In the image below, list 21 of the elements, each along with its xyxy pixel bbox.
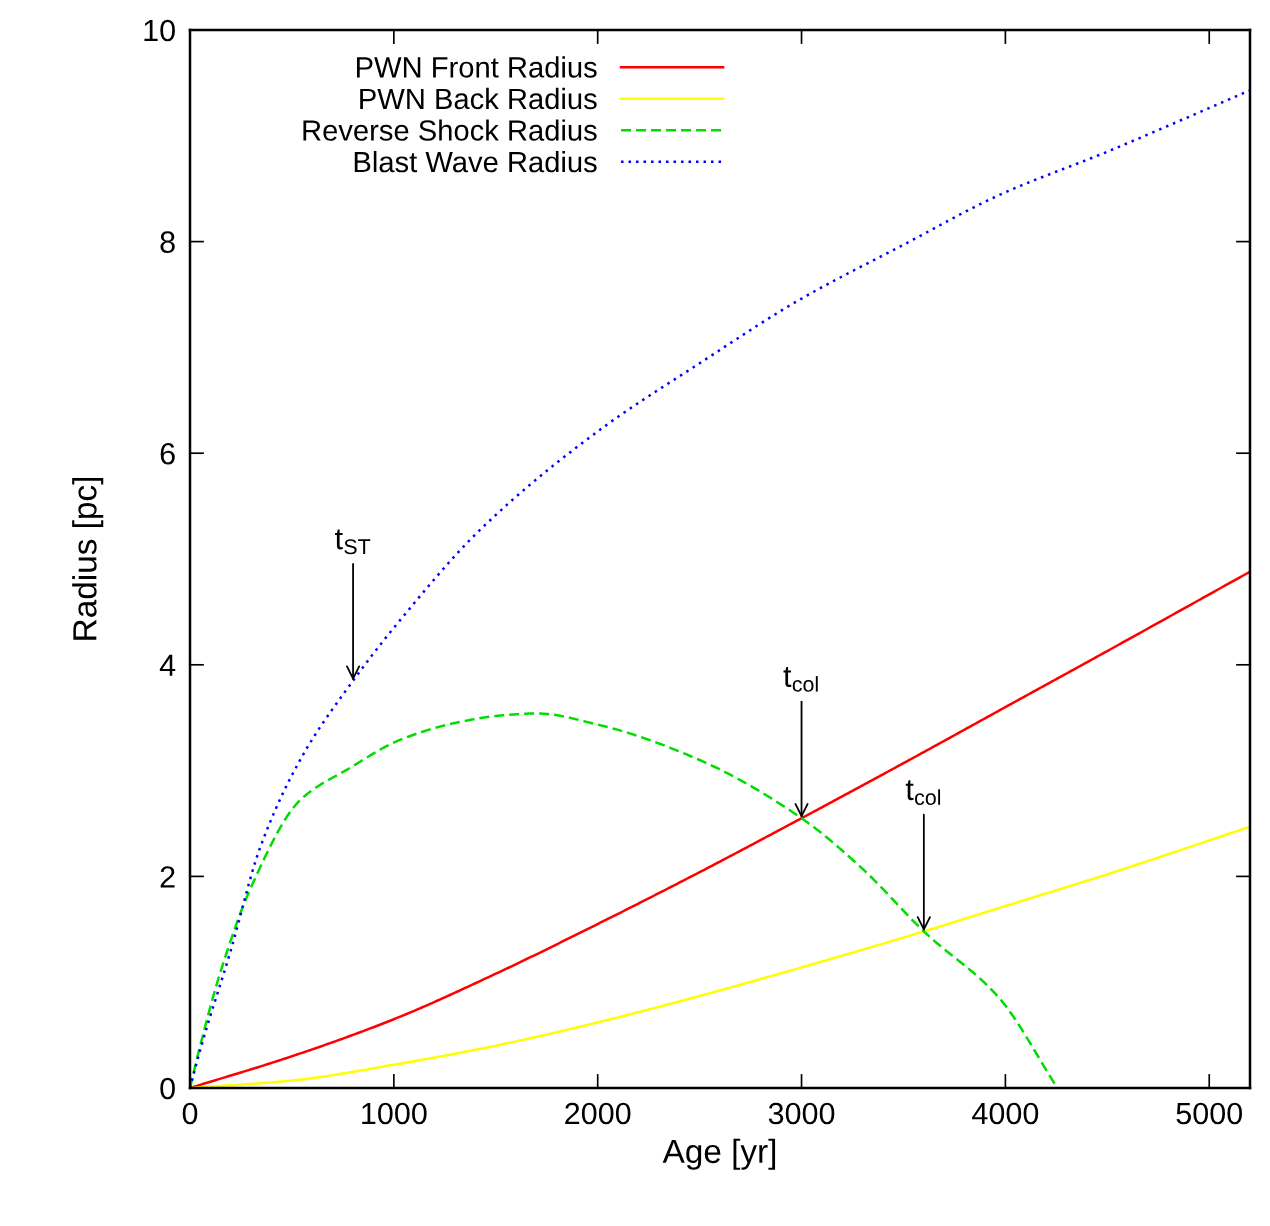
x-tick-label: 1000 [362, 1102, 427, 1125]
legend-label: PWN Front Radius [356, 56, 597, 78]
y-axis-title: Radius [pc] [72, 478, 104, 640]
y-tick-label: 0 [160, 1077, 175, 1100]
x-tick-label: 5000 [1176, 1102, 1243, 1125]
y-tick-label: 8 [160, 231, 175, 253]
annotation: t$_{col}$ [905, 780, 941, 806]
y-tick-label: 6 [160, 442, 175, 465]
x-tick-label: 2000 [565, 1102, 631, 1125]
y-tick-label: 10 [144, 19, 175, 42]
y-tick-label: 4 [159, 654, 176, 676]
annotation: t$_{ST}$ [335, 529, 371, 555]
x-tick-label: 0 [182, 1102, 198, 1125]
annotation: t$_{col}$ [783, 667, 818, 692]
legend-label: PWN Back Radius [360, 87, 597, 110]
x-axis-title: Age [yr] [662, 1138, 776, 1170]
x-tick-label: 3000 [768, 1102, 835, 1125]
legend-label: Blast Wave Radius [354, 150, 597, 173]
x-tick-label: 4000 [972, 1102, 1039, 1125]
legend-label: Reverse Shock Radius [303, 119, 597, 141]
y-tick-label: 2 [160, 866, 175, 888]
